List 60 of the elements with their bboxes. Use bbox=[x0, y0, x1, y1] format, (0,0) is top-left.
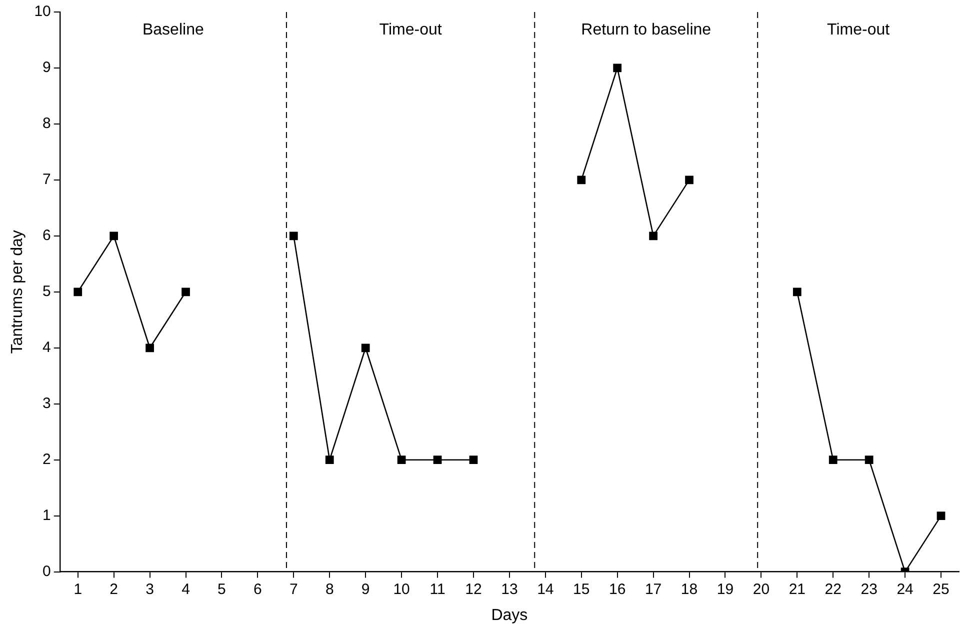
point bbox=[289, 232, 298, 240]
point bbox=[577, 176, 586, 184]
annotation: Time-out bbox=[379, 21, 442, 38]
point bbox=[74, 288, 82, 296]
y-tick-label: 7 bbox=[42, 171, 51, 188]
annotation: Baseline bbox=[142, 21, 204, 38]
point bbox=[828, 456, 838, 464]
y-tick-label: 8 bbox=[42, 115, 51, 132]
x-tick-label: 25 bbox=[932, 580, 950, 598]
x-tick-label: 4 bbox=[182, 580, 190, 598]
point bbox=[469, 456, 478, 464]
x-tick-label: 12 bbox=[465, 580, 482, 598]
x-tick-label: 10 bbox=[393, 580, 410, 598]
x-tick-label: 6 bbox=[254, 580, 262, 598]
x-tick-label: 1 bbox=[74, 580, 82, 598]
point bbox=[433, 456, 442, 464]
annotation: Return to baseline bbox=[581, 21, 712, 38]
point bbox=[182, 288, 190, 296]
x-tick-label: 11 bbox=[430, 580, 446, 598]
x-tick-label: 3 bbox=[146, 580, 154, 598]
point bbox=[936, 512, 946, 520]
x-tick-label: 16 bbox=[608, 580, 626, 598]
x-tick-label: 20 bbox=[752, 580, 770, 598]
x-tick-label: 15 bbox=[573, 580, 590, 598]
point bbox=[649, 232, 658, 240]
point bbox=[146, 344, 154, 352]
point bbox=[110, 232, 118, 240]
y-tick-label: 0 bbox=[42, 562, 51, 580]
point bbox=[685, 176, 694, 184]
x-tick-label: 9 bbox=[361, 580, 370, 598]
x-tick-label: 8 bbox=[325, 580, 334, 598]
y-tick-label: 2 bbox=[42, 450, 51, 468]
x-tick-label: 17 bbox=[644, 580, 662, 598]
x-tick-label: 2 bbox=[110, 580, 118, 598]
x-axis-title: Days bbox=[491, 606, 528, 624]
y-tick-label: 5 bbox=[42, 283, 51, 300]
x-tick-label: 19 bbox=[716, 580, 734, 598]
x-tick-label: 13 bbox=[501, 580, 518, 598]
x-tick-label: 5 bbox=[218, 580, 226, 598]
x-tick-label: 24 bbox=[896, 580, 914, 598]
y-tick-label: 9 bbox=[42, 59, 51, 76]
annotation: Time-out bbox=[827, 21, 890, 38]
y-tick-label: 3 bbox=[42, 395, 51, 412]
y-tick-label: 6 bbox=[42, 227, 51, 244]
point bbox=[397, 456, 406, 464]
y-tick-label: 1 bbox=[42, 506, 51, 524]
x-tick-label: 22 bbox=[824, 580, 842, 598]
x-tick-label: 21 bbox=[788, 580, 806, 598]
y-axis-title: Tantrums per day bbox=[9, 230, 26, 354]
x-tick-label: 23 bbox=[860, 580, 878, 598]
x-tick-label: 7 bbox=[289, 580, 298, 598]
point bbox=[325, 456, 334, 464]
point bbox=[613, 64, 622, 72]
x-tick-label: 14 bbox=[537, 580, 554, 598]
x-tick-label: 18 bbox=[680, 580, 698, 598]
point bbox=[792, 288, 802, 296]
point bbox=[361, 344, 370, 352]
y-tick-label: 10 bbox=[34, 3, 51, 20]
y-tick-label: 4 bbox=[42, 339, 51, 356]
point bbox=[864, 456, 874, 464]
